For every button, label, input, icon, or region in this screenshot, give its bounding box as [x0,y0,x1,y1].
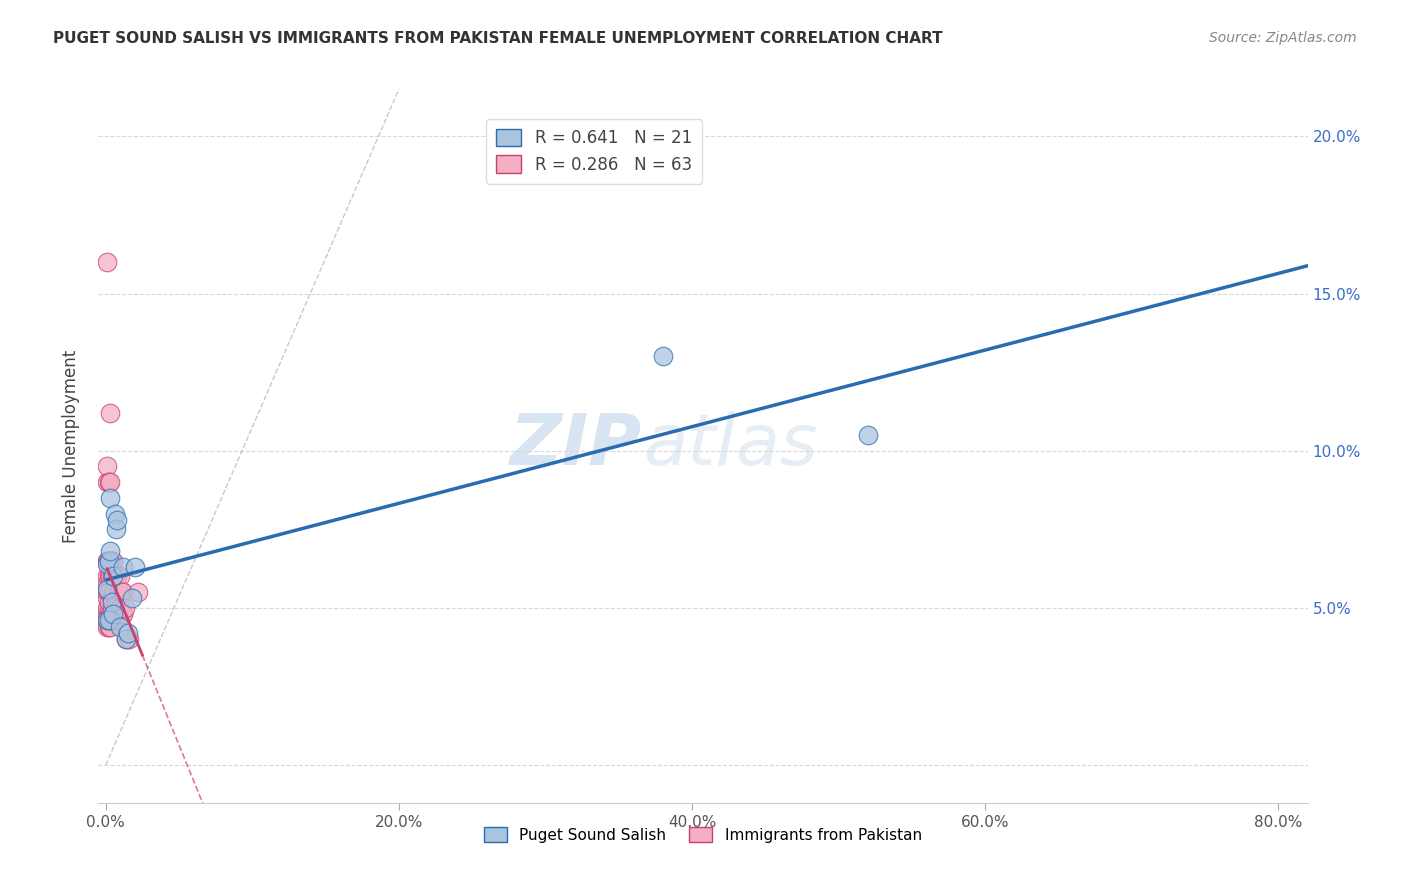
Point [100,554,122,568]
Point [111,585,134,599]
Point [107,569,129,583]
Point [96,582,118,596]
Point [110,569,132,583]
Point [97,569,120,583]
Point [651,350,673,364]
Point [105,607,128,622]
Legend: Puget Sound Salish, Immigrants from Pakistan: Puget Sound Salish, Immigrants from Paki… [478,821,928,848]
Point [101,554,124,568]
Point [112,560,135,574]
Point [100,569,122,583]
Point [96,620,118,634]
Point [96,607,118,622]
Point [107,607,129,622]
Point [97,585,120,599]
Point [105,594,128,608]
Point [100,591,122,606]
Point [96,554,118,568]
Point [100,600,122,615]
Point [101,585,124,599]
Point [96,585,118,599]
Point [101,569,124,583]
Point [856,428,879,442]
Point [100,610,122,624]
Point [101,607,124,622]
Point [100,594,122,608]
Text: Source: ZipAtlas.com: Source: ZipAtlas.com [1209,31,1357,45]
Point [96,569,118,583]
Point [96,614,118,628]
Point [96,255,118,269]
Point [97,620,120,634]
Point [124,560,146,574]
Point [98,614,121,628]
Point [97,594,120,608]
Point [101,607,124,622]
Point [96,600,118,615]
Point [97,614,120,628]
Point [96,591,118,606]
Point [96,582,118,596]
Point [114,600,136,615]
Point [97,600,120,615]
Point [97,554,120,568]
Point [115,632,138,647]
Point [96,616,118,631]
Point [112,585,135,599]
Text: PUGET SOUND SALISH VS IMMIGRANTS FROM PAKISTAN FEMALE UNEMPLOYMENT CORRELATION C: PUGET SOUND SALISH VS IMMIGRANTS FROM PA… [53,31,943,46]
Y-axis label: Female Unemployment: Female Unemployment [62,350,80,542]
Point [107,513,129,527]
Point [98,620,121,634]
Point [107,591,129,606]
Point [103,569,125,583]
Point [97,607,120,622]
Point [98,544,121,558]
Point [103,614,125,628]
Point [98,475,121,490]
Point [98,554,121,568]
Point [111,607,134,622]
Point [96,557,118,571]
Point [98,607,121,622]
Point [105,522,128,536]
Point [97,475,120,490]
Text: atlas: atlas [643,411,817,481]
Point [117,626,139,640]
Point [108,607,131,622]
Point [98,569,121,583]
Point [103,507,125,521]
Point [110,600,132,615]
Text: ZIP: ZIP [510,411,643,481]
Point [101,614,124,628]
Point [118,632,141,647]
Point [98,491,121,505]
Point [96,459,118,474]
Point [97,554,120,568]
Point [96,610,118,624]
Point [121,591,143,606]
Point [108,585,131,599]
Point [110,620,132,634]
Point [105,607,128,622]
Point [115,632,138,647]
Point [103,600,125,615]
Point [96,554,118,568]
Point [98,406,121,420]
Point [101,569,124,583]
Point [97,614,120,628]
Point [127,585,149,599]
Point [96,575,118,590]
Point [105,569,128,583]
Point [112,607,135,622]
Point [96,475,118,490]
